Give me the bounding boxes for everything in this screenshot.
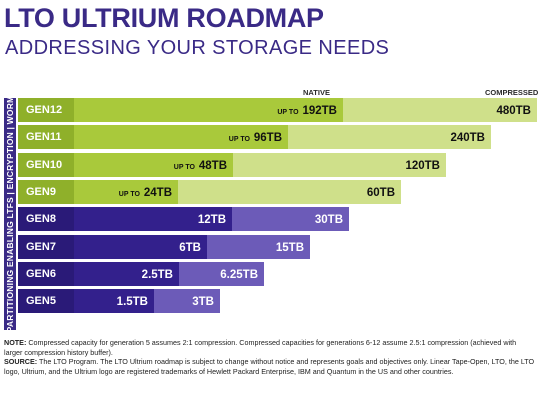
gen-label-gen9: GEN9 bbox=[18, 179, 74, 204]
native-value-label-gen8: 12TB bbox=[74, 207, 226, 231]
source-label: SOURCE: bbox=[4, 357, 38, 367]
native-value: 192TB bbox=[302, 105, 337, 117]
native-value-label-gen6: 2.5TB bbox=[74, 262, 173, 286]
chart-subtitle: ADDRESSING YOUR STORAGE NEEDS bbox=[5, 37, 390, 59]
native-value-label-gen9: UP TO 24TB bbox=[74, 180, 172, 204]
native-bar-gen12 bbox=[74, 98, 343, 122]
native-value-label-gen7: 6TB bbox=[74, 235, 201, 259]
compressed-value-label-gen10: 120TB bbox=[405, 159, 440, 172]
native-bar-gen7 bbox=[74, 234, 207, 259]
native-bar-gen6 bbox=[74, 261, 179, 286]
gen-label-gen12: GEN12 bbox=[18, 98, 74, 122]
feature-side-band: PARTITIONING ENABLING LTFS | ENCRYPTION … bbox=[4, 95, 16, 333]
native-prefix: UP TO bbox=[277, 109, 301, 116]
compressed-value-label-gen12: 480TB bbox=[496, 105, 531, 117]
chart-title: LTO ULTRIUM ROADMAP bbox=[4, 3, 324, 33]
native-value-label-gen12: UP TO 192TB bbox=[74, 98, 337, 122]
native-value: 48TB bbox=[198, 159, 227, 172]
native-value-label-gen5: 1.5TB bbox=[74, 289, 148, 313]
native-value-label-gen11: UP TO 96TB bbox=[74, 125, 282, 149]
native-value-label-gen10: UP TO 48TB bbox=[74, 153, 227, 177]
native-prefix: UP TO bbox=[118, 190, 142, 198]
native-bar-gen9 bbox=[74, 179, 178, 204]
gen-label-gen8: GEN8 bbox=[18, 207, 74, 232]
note-text: Compressed capacity for generation 5 ass… bbox=[4, 338, 517, 357]
native-prefix: UP TO bbox=[173, 163, 197, 171]
native-value: 1.5TB bbox=[116, 296, 148, 309]
source-text: The LTO Program. The LTO Ultrium roadmap… bbox=[4, 357, 535, 376]
native-bar-gen10 bbox=[74, 152, 233, 177]
gen-label-gen7: GEN7 bbox=[18, 234, 74, 259]
note-paragraph: NOTE: Compressed capacity for generation… bbox=[4, 338, 536, 357]
compressed-value-label-gen7: 15TB bbox=[275, 241, 304, 254]
gen-label-gen6: GEN6 bbox=[18, 261, 74, 286]
legend-compressed-label: COMPRESSED bbox=[485, 88, 539, 97]
legend-native-label: NATIVE bbox=[303, 88, 330, 97]
native-value: 24TB bbox=[143, 186, 172, 199]
compressed-value-label-gen9: 60TB bbox=[366, 186, 395, 199]
native-bar-gen5 bbox=[74, 289, 154, 314]
native-value: 96TB bbox=[253, 132, 282, 145]
compressed-value-label-gen8: 30TB bbox=[314, 214, 343, 227]
note-label: NOTE: bbox=[4, 338, 27, 347]
native-bar-gen8 bbox=[74, 207, 232, 232]
native-value: 6TB bbox=[179, 241, 201, 254]
gen-label-gen5: GEN5 bbox=[18, 289, 74, 314]
native-value: 2.5TB bbox=[141, 268, 173, 281]
footnotes: NOTE: Compressed capacity for generation… bbox=[4, 338, 536, 376]
source-paragraph: SOURCE: The LTO Program. The LTO Ultrium… bbox=[4, 357, 536, 376]
gen-label-gen11: GEN11 bbox=[18, 125, 74, 150]
compressed-value-label-gen11: 240TB bbox=[450, 132, 485, 145]
feature-side-label: PARTITIONING ENABLING LTFS | ENCRYPTION … bbox=[5, 95, 15, 333]
native-value: 12TB bbox=[197, 214, 226, 227]
compressed-value-label-gen5: 3TB bbox=[192, 296, 214, 309]
gen-label-gen10: GEN10 bbox=[18, 152, 74, 177]
compressed-value-label-gen6: 6.25TB bbox=[220, 268, 258, 281]
native-prefix: UP TO bbox=[228, 136, 252, 144]
native-bar-gen11 bbox=[74, 125, 288, 150]
